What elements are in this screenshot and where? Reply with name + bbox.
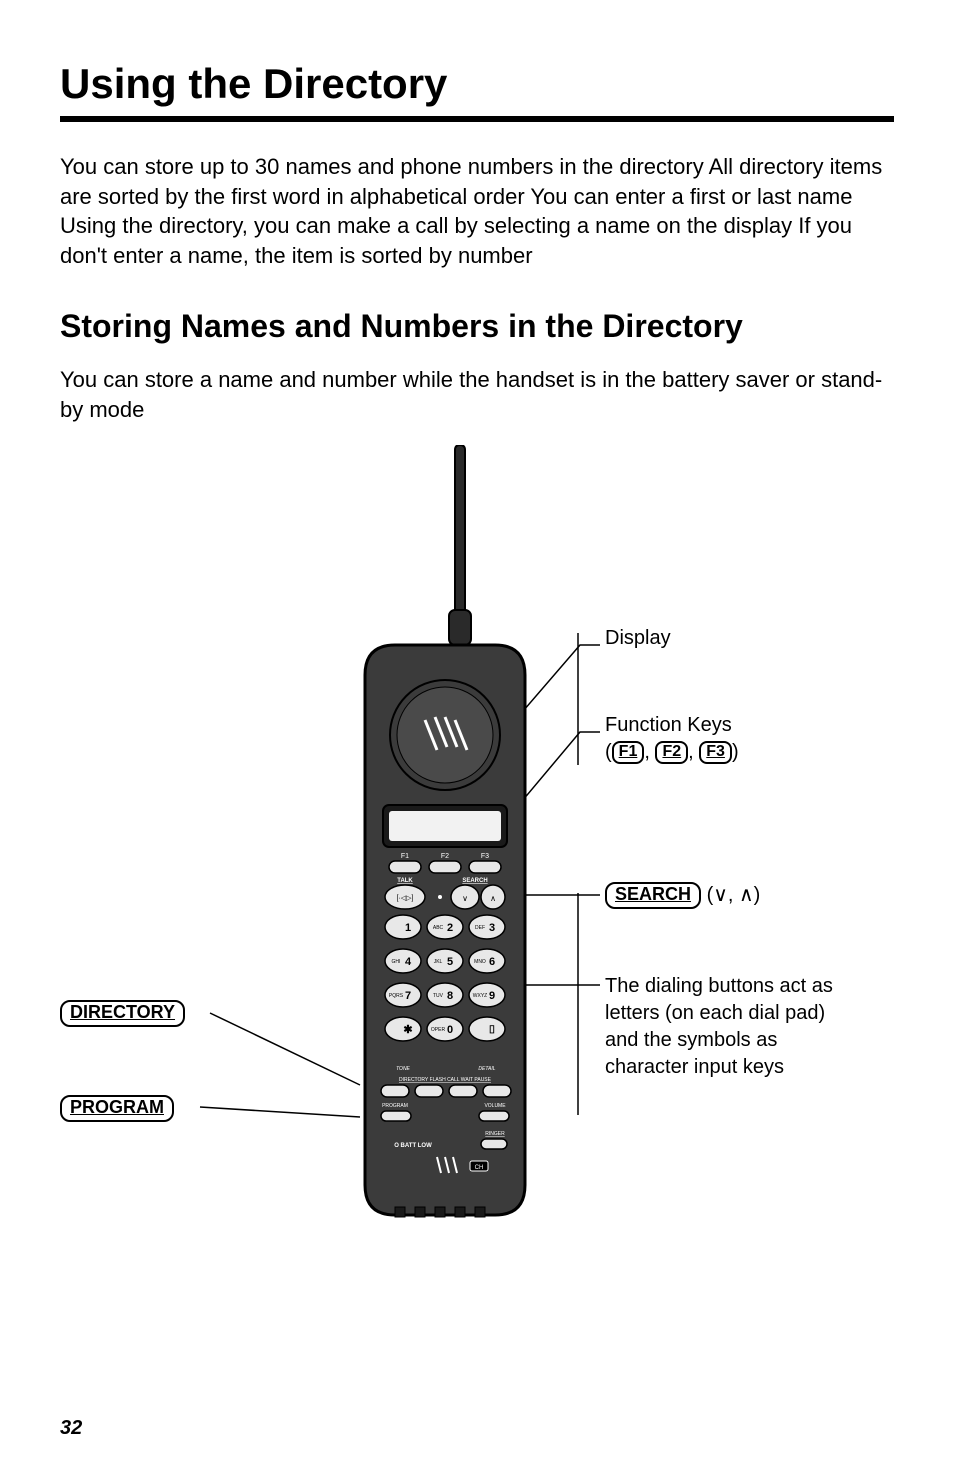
- handset-svg: F1 F2 F3 TALK SEARCH [·◁▷: [365, 445, 525, 1217]
- svg-text:ABC: ABC: [433, 925, 444, 931]
- svg-text:OPER: OPER: [431, 1027, 446, 1033]
- svg-text:TONE: TONE: [396, 1066, 410, 1072]
- svg-text:7: 7: [405, 990, 411, 1002]
- svg-text:⌷: ⌷: [489, 1024, 496, 1036]
- svg-text:3: 3: [489, 922, 495, 934]
- svg-text:PROGRAM: PROGRAM: [382, 1103, 408, 1109]
- svg-text:0: 0: [447, 1024, 453, 1036]
- svg-text:5: 5: [447, 956, 453, 968]
- svg-text:8: 8: [447, 990, 453, 1002]
- svg-text:CH: CH: [475, 1165, 484, 1171]
- section-body: You can store a name and number while th…: [60, 365, 894, 424]
- svg-text:F3: F3: [481, 853, 489, 860]
- svg-text:2: 2: [447, 922, 453, 934]
- intro-paragraph: You can store up to 30 names and phone n…: [60, 152, 894, 271]
- svg-text:F1: F1: [401, 853, 409, 860]
- page-title: Using the Directory: [60, 60, 894, 108]
- svg-text:4: 4: [405, 956, 412, 968]
- section-heading: Storing Names and Numbers in the Directo…: [60, 307, 894, 345]
- title-rule: [60, 116, 894, 122]
- svg-text:GHI: GHI: [392, 959, 401, 965]
- svg-text:MNO: MNO: [474, 959, 486, 965]
- svg-text:[·◁▷]: [·◁▷]: [397, 895, 414, 902]
- diagram-svg: F1 F2 F3 TALK SEARCH [·◁▷: [60, 445, 894, 1285]
- svg-text:DEF: DEF: [475, 925, 485, 931]
- svg-text:DETAIL: DETAIL: [478, 1066, 495, 1072]
- handset-diagram: DIRECTORY PROGRAM Display Function Keys …: [60, 445, 894, 1285]
- svg-text:O BATT LOW: O BATT LOW: [394, 1143, 432, 1149]
- svg-text:WXYZ: WXYZ: [473, 993, 487, 999]
- svg-text:PQRS: PQRS: [389, 993, 404, 999]
- page-number: 32: [60, 1417, 82, 1440]
- svg-text:VOLUME: VOLUME: [484, 1103, 506, 1109]
- svg-text:9: 9: [489, 990, 495, 1002]
- svg-text:✱: ✱: [403, 1024, 412, 1036]
- svg-text:∨: ∨: [462, 894, 468, 903]
- svg-text:TUV: TUV: [433, 993, 444, 999]
- svg-text:TALK: TALK: [397, 878, 413, 884]
- svg-text:6: 6: [489, 956, 495, 968]
- svg-text:F2: F2: [441, 853, 449, 860]
- svg-text:SEARCH: SEARCH: [462, 878, 487, 884]
- svg-text:∧: ∧: [490, 894, 496, 903]
- svg-text:JKL: JKL: [434, 959, 443, 965]
- svg-text:1: 1: [405, 922, 411, 934]
- svg-text:DIRECTORY FLASH CALL WAIT PA: DIRECTORY FLASH CALL WAIT PAUSE: [399, 1077, 492, 1083]
- svg-text:RINGER: RINGER: [485, 1131, 505, 1137]
